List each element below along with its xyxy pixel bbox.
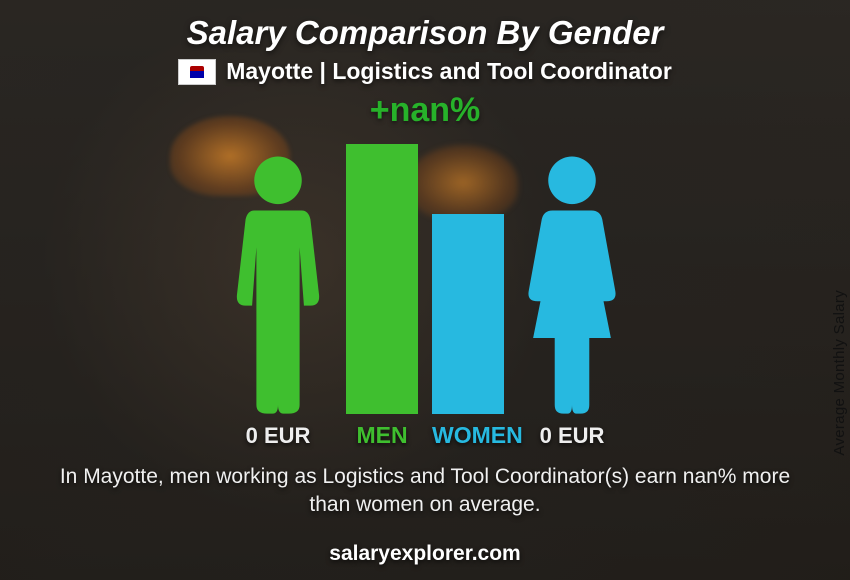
infographic-content: Salary Comparison By Gender Mayotte | Lo… — [0, 0, 850, 580]
main-title: Salary Comparison By Gender — [187, 14, 664, 52]
male-category-label: MEN — [346, 422, 418, 449]
chart-area — [224, 124, 626, 414]
female-bar — [432, 214, 504, 414]
female-value-label: 0 EUR — [518, 423, 626, 449]
female-icon-column — [518, 154, 626, 414]
subtitle-separator: | — [313, 58, 332, 84]
subtitle-job: Logistics and Tool Coordinator — [332, 58, 671, 84]
female-bar-column — [432, 214, 504, 414]
subtitle-row: Mayotte | Logistics and Tool Coordinator — [178, 58, 672, 85]
female-category-label: WOMEN — [432, 422, 504, 449]
male-value-label: 0 EUR — [224, 423, 332, 449]
description-text: In Mayotte, men working as Logistics and… — [55, 463, 795, 520]
male-icon-column — [224, 154, 332, 414]
female-person-icon — [518, 154, 626, 414]
male-person-icon — [224, 154, 332, 414]
mayotte-flag-icon — [178, 59, 216, 85]
subtitle-location: Mayotte — [226, 58, 313, 84]
male-bar — [346, 144, 418, 414]
labels-row: 0 EUR MEN WOMEN 0 EUR — [224, 422, 626, 449]
footer-source: salaryexplorer.com — [0, 542, 850, 566]
male-bar-column — [346, 144, 418, 414]
subtitle-text: Mayotte | Logistics and Tool Coordinator — [226, 58, 672, 85]
